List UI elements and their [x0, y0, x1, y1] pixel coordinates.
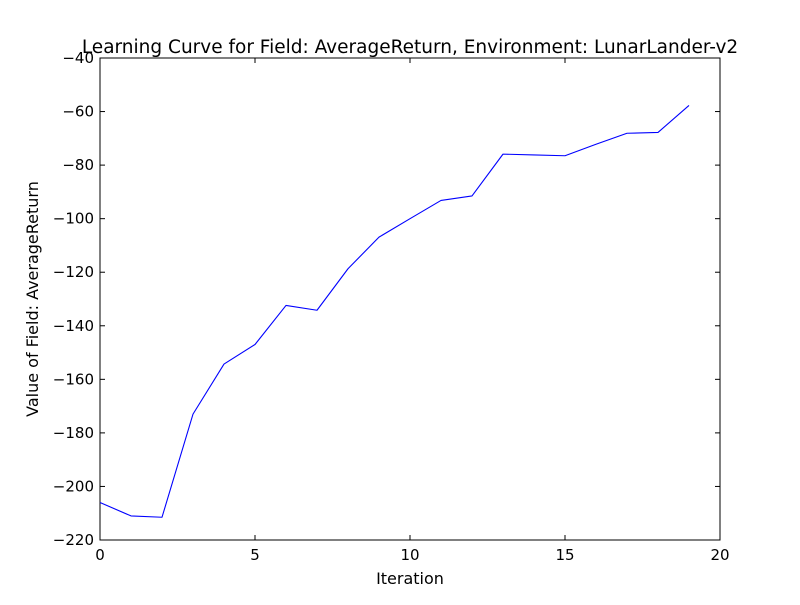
ticks-layer: 0 5 10 15 20 −220 −200 −180 −160 −140 −120 −100 −80 −…: [53, 49, 730, 564]
x-tick-label: 20: [710, 546, 729, 564]
x-tick-label: 0: [95, 546, 105, 564]
y-tick-label: −80: [62, 156, 94, 174]
y-tick-label: −100: [53, 210, 94, 228]
y-tick-label: −60: [62, 103, 94, 121]
y-tick-label: −40: [62, 49, 94, 67]
series-line: [99, 104, 690, 518]
chart-title: Learning Curve for Field: AverageReturn,…: [82, 37, 738, 58]
x-tick-label: 10: [400, 546, 419, 564]
series-layer: [99, 104, 690, 518]
y-tick-label: −200: [53, 477, 94, 495]
y-tick-label: −120: [53, 263, 94, 281]
y-tick-label: −160: [53, 370, 94, 388]
y-tick-label: −180: [53, 424, 94, 442]
y-tick-label: −220: [53, 531, 94, 549]
y-tick-label: −140: [53, 317, 94, 335]
plot-frame: [99, 57, 721, 541]
x-tick-label: 5: [250, 546, 260, 564]
x-axis-label: Iteration: [376, 569, 444, 588]
x-tick-label: 15: [555, 546, 574, 564]
y-axis-label: Value of Field: AverageReturn: [23, 181, 42, 417]
